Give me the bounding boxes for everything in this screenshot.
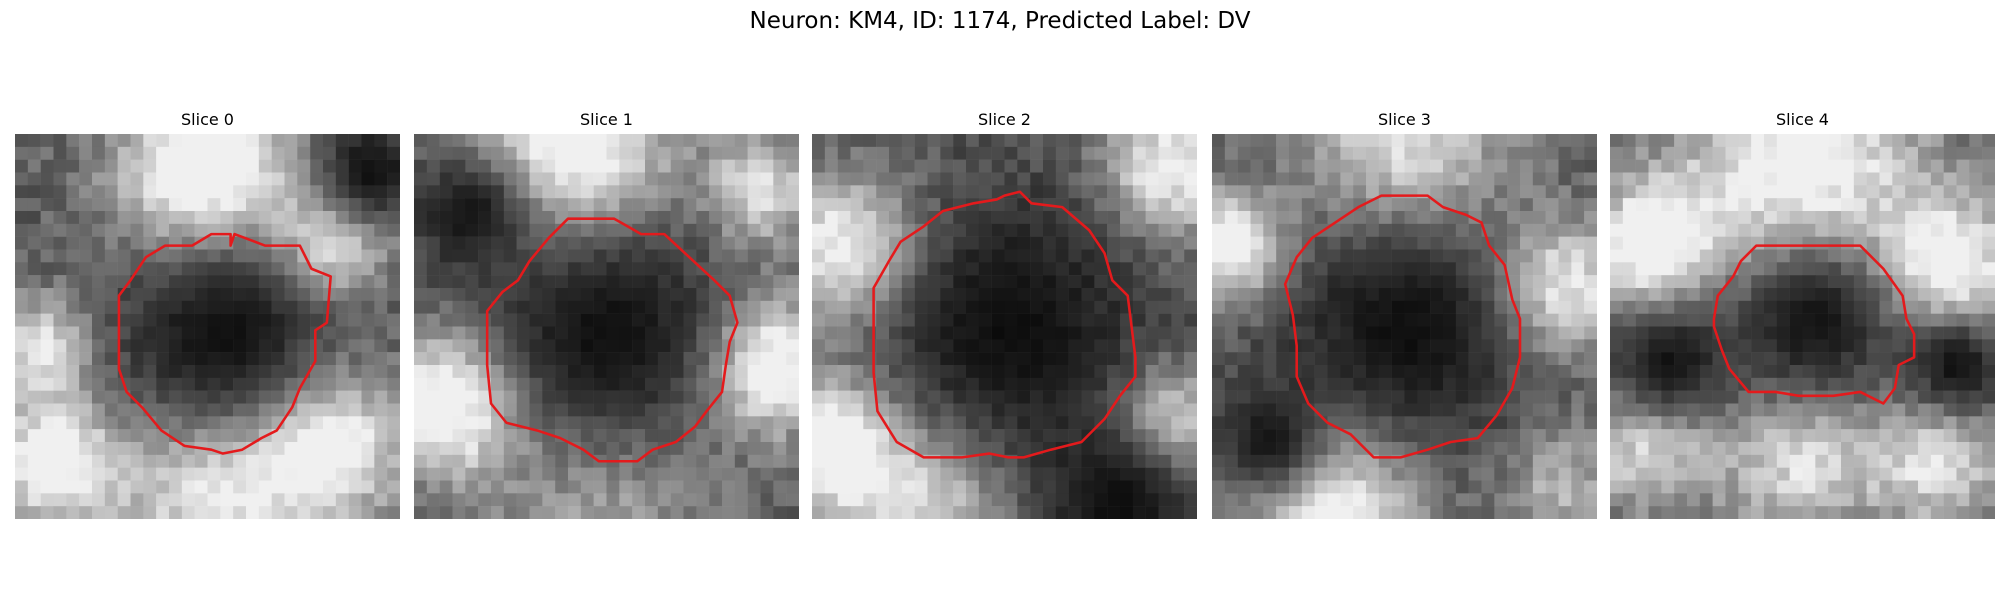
slice-title-4: Slice 4 — [1776, 110, 1829, 129]
slice-panel-0: Slice 0 — [15, 110, 400, 520]
slice-image-3 — [1212, 134, 1597, 519]
slice-panel-3: Slice 3 — [1212, 110, 1597, 520]
segmentation-contour-1 — [485, 217, 739, 463]
slice-title-2: Slice 2 — [978, 110, 1031, 129]
segmentation-contour-4 — [1712, 244, 1916, 405]
slice-image-1 — [414, 134, 799, 519]
segmentation-contour-2 — [872, 190, 1137, 459]
slice-image-0 — [15, 134, 400, 519]
slice-image-2 — [812, 134, 1197, 519]
figure-title: Neuron: KM4, ID: 1174, Predicted Label: … — [749, 8, 1251, 34]
slice-panel-1: Slice 1 — [414, 110, 799, 520]
slice-panel-4: Slice 4 — [1610, 110, 1995, 520]
slice-title-1: Slice 1 — [580, 110, 633, 129]
slice-panel-2: Slice 2 — [812, 110, 1197, 520]
segmentation-contour-3 — [1283, 194, 1522, 459]
slice-title-3: Slice 3 — [1378, 110, 1431, 129]
segmentation-contour-0 — [117, 232, 332, 455]
slice-title-0: Slice 0 — [181, 110, 234, 129]
slice-image-4 — [1610, 134, 1995, 519]
